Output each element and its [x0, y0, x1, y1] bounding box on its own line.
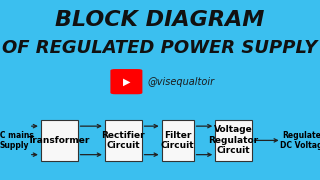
FancyBboxPatch shape: [110, 69, 142, 94]
Text: Transformer: Transformer: [28, 136, 90, 145]
Bar: [105, 120, 142, 161]
Text: AC mains
Supply: AC mains Supply: [0, 131, 34, 150]
Bar: [41, 120, 77, 161]
Text: ▶: ▶: [123, 77, 130, 87]
Text: Voltage
Regulator
Circuit: Voltage Regulator Circuit: [209, 125, 259, 155]
Text: BLOCK DIAGRAM: BLOCK DIAGRAM: [55, 10, 265, 30]
Text: Filter
Circuit: Filter Circuit: [161, 131, 195, 150]
Text: Rectifier
Circuit: Rectifier Circuit: [101, 131, 145, 150]
Text: @visequaltoir: @visequaltoir: [147, 77, 214, 87]
Bar: [215, 120, 252, 161]
Text: OF REGULATED POWER SUPPLY: OF REGULATED POWER SUPPLY: [2, 39, 318, 57]
Text: Regulated
DC Voltage: Regulated DC Voltage: [280, 131, 320, 150]
Bar: [162, 120, 194, 161]
